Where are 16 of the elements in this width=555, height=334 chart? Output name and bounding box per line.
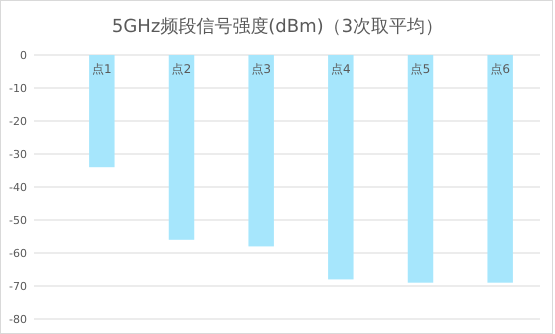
chart-title: 5GHz频段信号强度(dBm)（3次取平均） — [112, 16, 444, 37]
y-tick-label: -80 — [9, 312, 27, 326]
y-tick-label: -30 — [9, 148, 27, 161]
y-tick-label: -10 — [9, 82, 27, 95]
y-tick-label: -60 — [9, 246, 27, 260]
y-tick-label: -20 — [9, 114, 27, 128]
x-tick-label: 点3 — [251, 62, 271, 76]
x-tick-label: 点4 — [331, 62, 351, 76]
y-tick-label: -50 — [9, 214, 27, 227]
y-tick-label: 0 — [20, 48, 27, 62]
x-tick-label: 点1 — [92, 62, 112, 76]
x-tick-label: 点5 — [410, 62, 430, 76]
y-tick-label: -70 — [9, 280, 27, 293]
x-tick-label: 点6 — [490, 62, 510, 76]
y-tick-label: -40 — [9, 180, 27, 194]
x-tick-label: 点2 — [172, 62, 192, 76]
